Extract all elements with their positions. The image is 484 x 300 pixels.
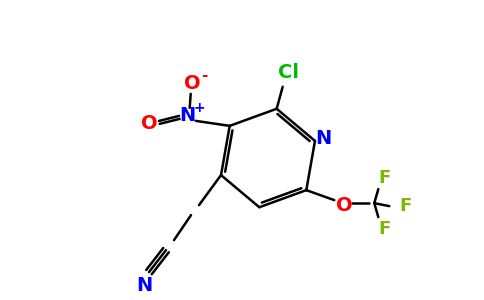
Text: F: F (399, 197, 411, 215)
Text: -: - (201, 68, 208, 83)
Text: N: N (136, 276, 152, 295)
Text: Cl: Cl (278, 63, 299, 82)
Text: O: O (141, 114, 158, 134)
Text: O: O (336, 196, 353, 214)
Text: N: N (180, 106, 196, 125)
Text: F: F (378, 220, 391, 238)
Text: O: O (184, 74, 201, 93)
Text: +: + (194, 101, 206, 115)
Text: F: F (378, 169, 391, 187)
Text: N: N (315, 129, 331, 148)
